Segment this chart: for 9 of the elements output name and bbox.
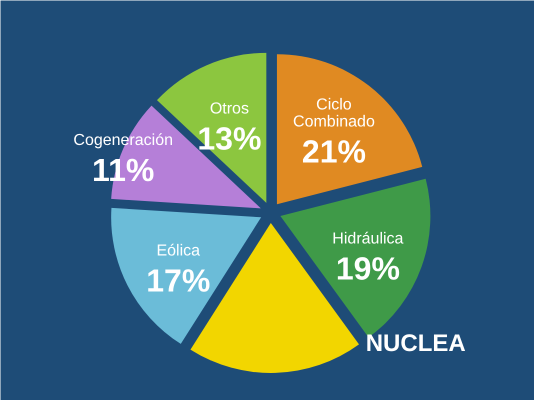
slice-label: NUCLEA [366, 330, 466, 358]
slice-label: Eólica [156, 242, 200, 260]
slice-label: Hidráulica [332, 230, 404, 248]
data-label: 19% [336, 250, 400, 287]
data-label: 17% [146, 262, 210, 298]
data-label: 21% [302, 134, 366, 170]
slice-label: Ciclo Combinado [293, 96, 375, 131]
data-label: 13% [197, 120, 262, 157]
slice-label: Otros [210, 100, 249, 118]
